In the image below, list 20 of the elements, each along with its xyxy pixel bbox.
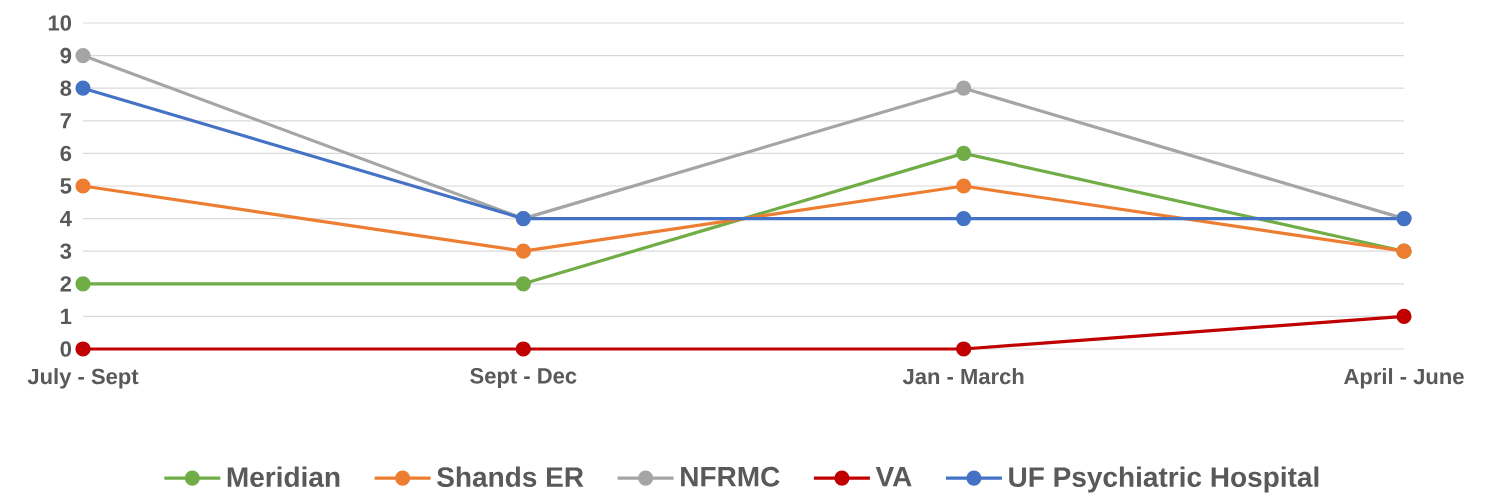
x-tick-label: April - June <box>1344 368 1464 389</box>
y-tick-label: 3 <box>60 243 72 260</box>
legend-label: Meridian <box>227 466 340 488</box>
y-tick-label: 4 <box>60 211 72 227</box>
y-tick-label: 7 <box>60 113 71 129</box>
x-tick-label: July - Sept <box>27 368 139 389</box>
y-tick-label: 0 <box>60 341 72 357</box>
y-tick-label: 10 <box>48 15 72 31</box>
legend-label: UF Psychiatric Hospital <box>1009 466 1319 493</box>
y-tick-label: 6 <box>60 145 72 162</box>
legend-label: VA <box>875 467 912 487</box>
y-tick-label: 9 <box>60 47 72 64</box>
y-tick-label: 8 <box>60 80 72 97</box>
x-tick-label: Jan - March <box>902 368 1024 385</box>
y-tick-label: 2 <box>60 276 72 292</box>
y-tick-label: 5 <box>60 178 72 194</box>
legend-label: NFRMC <box>681 466 780 487</box>
x-tick-label: Sept - Dec <box>470 368 577 389</box>
legend-label: Shands ER <box>437 466 584 488</box>
y-tick-label: 1 <box>61 308 72 325</box>
